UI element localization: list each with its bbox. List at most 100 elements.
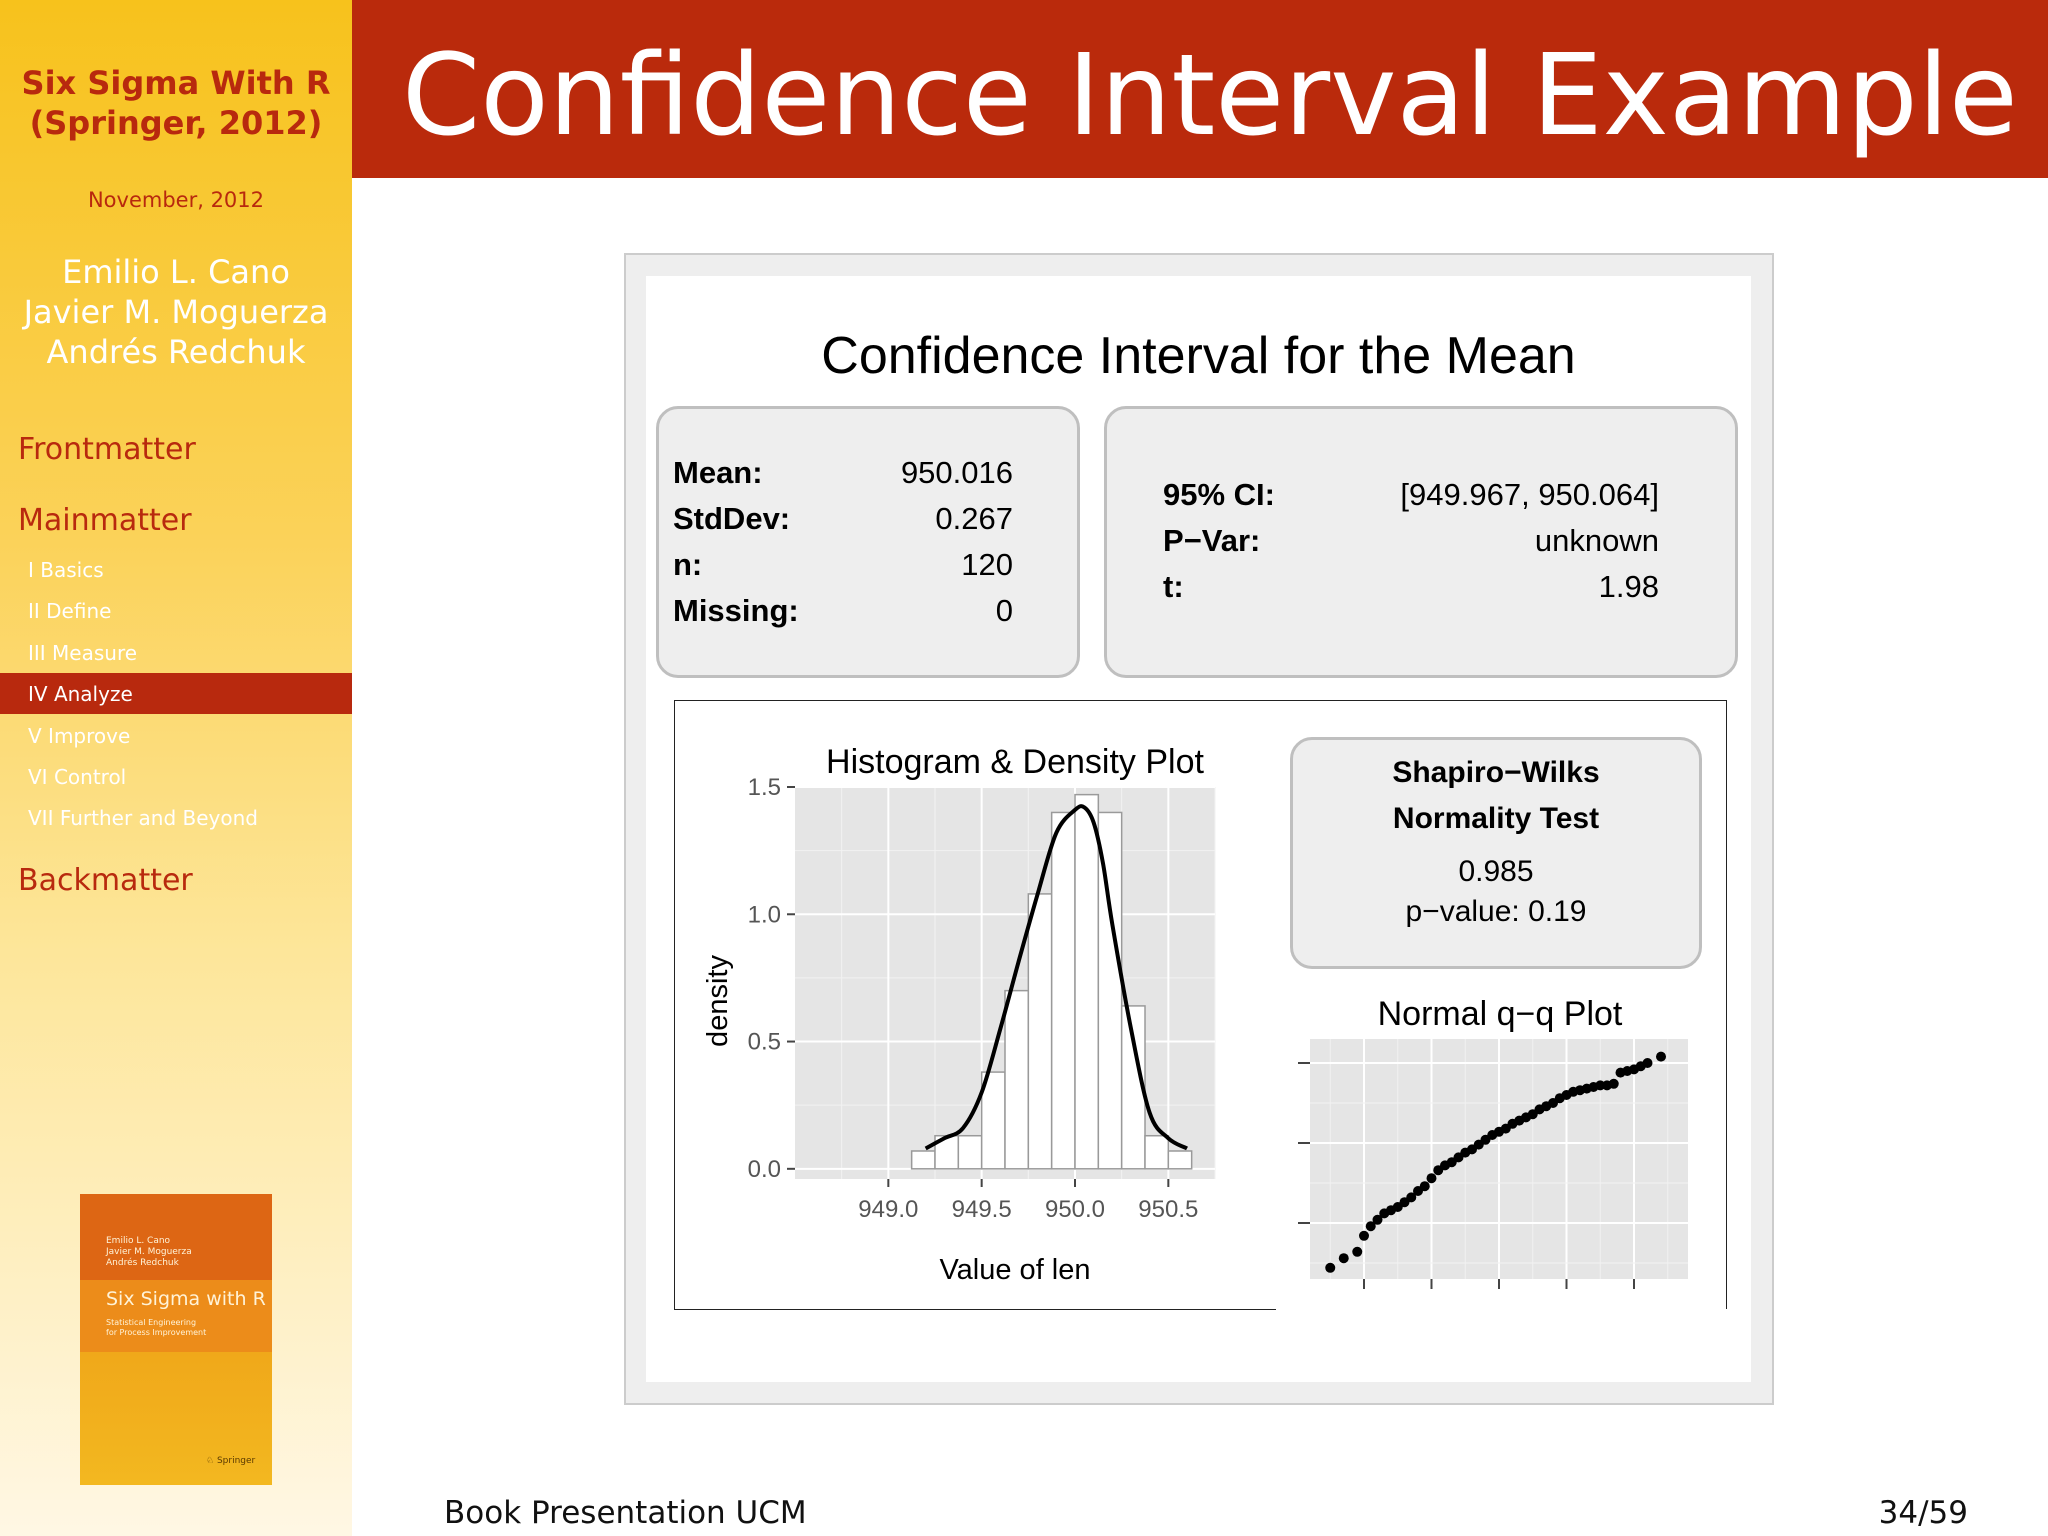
figure-frame: Confidence Interval for the Mean Mean: 9… [624, 253, 1774, 1405]
confidence-interval-box: 95% CI: [949.967, 950.064] P−Var: unknow… [1104, 406, 1738, 678]
shapiro-wilks-box: Shapiro−Wilks Normality Test 0.985 p−val… [1290, 737, 1702, 969]
qq-point [1372, 1214, 1383, 1225]
qq-point [1406, 1192, 1417, 1203]
ci-label: 95% CI: [1163, 477, 1275, 512]
y-axis-label: density [702, 955, 734, 1047]
cover-subtitle-line: for Process Improvement [106, 1328, 207, 1337]
shapiro-title-line: Shapiro−Wilks [1392, 756, 1600, 789]
shapiro-statistic: 0.985 [1458, 855, 1534, 888]
ci-value: [949.967, 950.064] [1400, 477, 1659, 512]
stat-label: Mean: [673, 455, 763, 490]
nav-item-define[interactable]: II Define [28, 599, 112, 623]
qq-point [1352, 1246, 1363, 1257]
histogram-bar [910, 1150, 936, 1170]
cover-bottom [80, 1352, 272, 1485]
stat-value: 120 [961, 547, 1013, 582]
histogram-density-chart: Histogram & Density Plot 949.0 949.5 950.0… [702, 743, 1216, 1286]
histogram-bar [1004, 989, 1030, 1170]
y-tick-label: 1.5 [748, 774, 781, 801]
qq-chart-title: Normal q−q Plot [1378, 995, 1623, 1033]
cover-author: Javier M. Moguerza [106, 1247, 192, 1257]
qq-point [1338, 1253, 1349, 1264]
histogram-bar [1144, 1134, 1170, 1170]
x-tick-label: 949.5 [952, 1196, 1012, 1223]
shapiro-results: 0.985 p−value: 0.19 [1293, 852, 1699, 932]
qq-point [1608, 1078, 1619, 1089]
nav-item-further-beyond[interactable]: VII Further and Beyond [28, 806, 258, 830]
cover-title-band [80, 1280, 272, 1352]
cover-subtitle-line: Statistical Engineering [106, 1318, 197, 1327]
y-tick-label: 0.0 [748, 1156, 781, 1183]
nav-section-backmatter[interactable]: Backmatter [18, 863, 193, 898]
qq-point [1419, 1181, 1430, 1192]
cover-title: Six Sigma with R [106, 1288, 266, 1310]
shapiro-pvalue: p−value: 0.19 [1405, 895, 1587, 928]
active-item-highlight [0, 673, 352, 714]
book-publisher-year[interactable]: (Springer, 2012) [29, 104, 323, 142]
density-curve [924, 804, 1188, 1151]
shapiro-title: Shapiro−Wilks Normality Test [1293, 750, 1699, 842]
cover-author: Emilio L. Cano [106, 1236, 171, 1246]
publisher-name: Springer [216, 1456, 256, 1466]
qq-point [1656, 1051, 1666, 1062]
qq-point [1359, 1230, 1369, 1241]
nav-item-basics[interactable]: I Basics [28, 558, 104, 582]
histogram-bar [1167, 1150, 1193, 1170]
author-list: Emilio L. Cano Javier M. Moguerza Andrés… [0, 252, 352, 372]
stat-value: 950.016 [900, 455, 1013, 490]
stat-value: 0.267 [935, 501, 1013, 536]
ci-value: unknown [1534, 523, 1659, 558]
author-name: Emilio L. Cano [62, 253, 290, 291]
presentation-date: November, 2012 [87, 188, 265, 212]
right-panel: Shapiro−Wilks Normality Test 0.985 p−val… [1274, 700, 1727, 1309]
x-axis-label: Value of len [939, 1254, 1090, 1286]
nav-item-analyze-active[interactable]: IV Analyze [28, 682, 133, 706]
springer-horse-icon: ♘ [206, 1456, 215, 1466]
author-name: Andrés Redchuk [46, 333, 306, 371]
figure-panel: Confidence Interval for the Mean Mean: 9… [646, 276, 1751, 1382]
histogram-bar [1097, 811, 1123, 1170]
stat-label: n: [673, 547, 703, 582]
ci-value: 1.98 [1598, 569, 1659, 604]
histogram-bar [1027, 893, 1053, 1170]
ci-label: P−Var: [1163, 523, 1261, 558]
stat-label: StdDev: [673, 501, 791, 536]
nav-item-improve[interactable]: V Improve [28, 724, 131, 748]
cover-top-band [80, 1194, 272, 1280]
cover-subtitle: Statistical Engineering for Process Impr… [106, 1318, 206, 1338]
histogram-bar [957, 1134, 983, 1170]
ci-label: t: [1163, 569, 1184, 604]
footer-presentation-label: Book Presentation UCM [444, 1495, 807, 1531]
x-tick-label: 949.0 [858, 1196, 918, 1223]
sidebar: Six Sigma With R (Springer, 2012) Novemb… [0, 0, 352, 1536]
x-tick-label: 950.5 [1138, 1196, 1198, 1223]
qq-point [1365, 1221, 1376, 1232]
qq-point [1642, 1058, 1653, 1068]
stat-label: Missing: [673, 593, 799, 628]
nav-section-frontmatter[interactable]: Frontmatter [18, 432, 196, 467]
cover-publisher: ♘ Springer [206, 1456, 255, 1466]
y-tick-label: 1.0 [748, 901, 781, 928]
summary-stats-box: Mean: 950.016 StdDev: 0.267 n: 120 Missi… [656, 406, 1080, 678]
chart-title: Histogram & Density Plot [826, 743, 1204, 781]
histogram-bar [1074, 793, 1100, 1170]
nav-item-measure[interactable]: III Measure [28, 641, 138, 665]
author-name: Javier M. Moguerza [23, 293, 329, 331]
x-tick-label: 950.0 [1045, 1196, 1105, 1223]
slide-header: Confidence Interval Example [352, 0, 2048, 178]
histogram-panel: Histogram & Density Plot 949.0 949.5 950.0… [674, 700, 1276, 1310]
shapiro-title-line: Normality Test [1392, 802, 1600, 835]
cover-authors: Emilio L. Cano Javier M. Moguerza Andrés… [106, 1236, 192, 1269]
qq-point [1426, 1173, 1437, 1184]
slide-title: Confidence Interval Example [402, 31, 2018, 161]
page-number: 34/59 [1878, 1495, 1968, 1531]
normal-qq-chart: Normal q−q Plot [1298, 995, 1688, 1289]
book-cover-image: Emilio L. Cano Javier M. Moguerza Andrés… [80, 1194, 272, 1485]
cover-author: Andrés Redchuk [106, 1258, 179, 1268]
book-title[interactable]: Six Sigma With R [21, 64, 331, 102]
qq-point [1325, 1262, 1336, 1273]
y-tick-label: 0.5 [748, 1029, 781, 1056]
nav-item-control[interactable]: VI Control [28, 765, 127, 789]
nav-section-mainmatter[interactable]: Mainmatter [18, 503, 192, 538]
histogram-bar [1050, 811, 1076, 1170]
